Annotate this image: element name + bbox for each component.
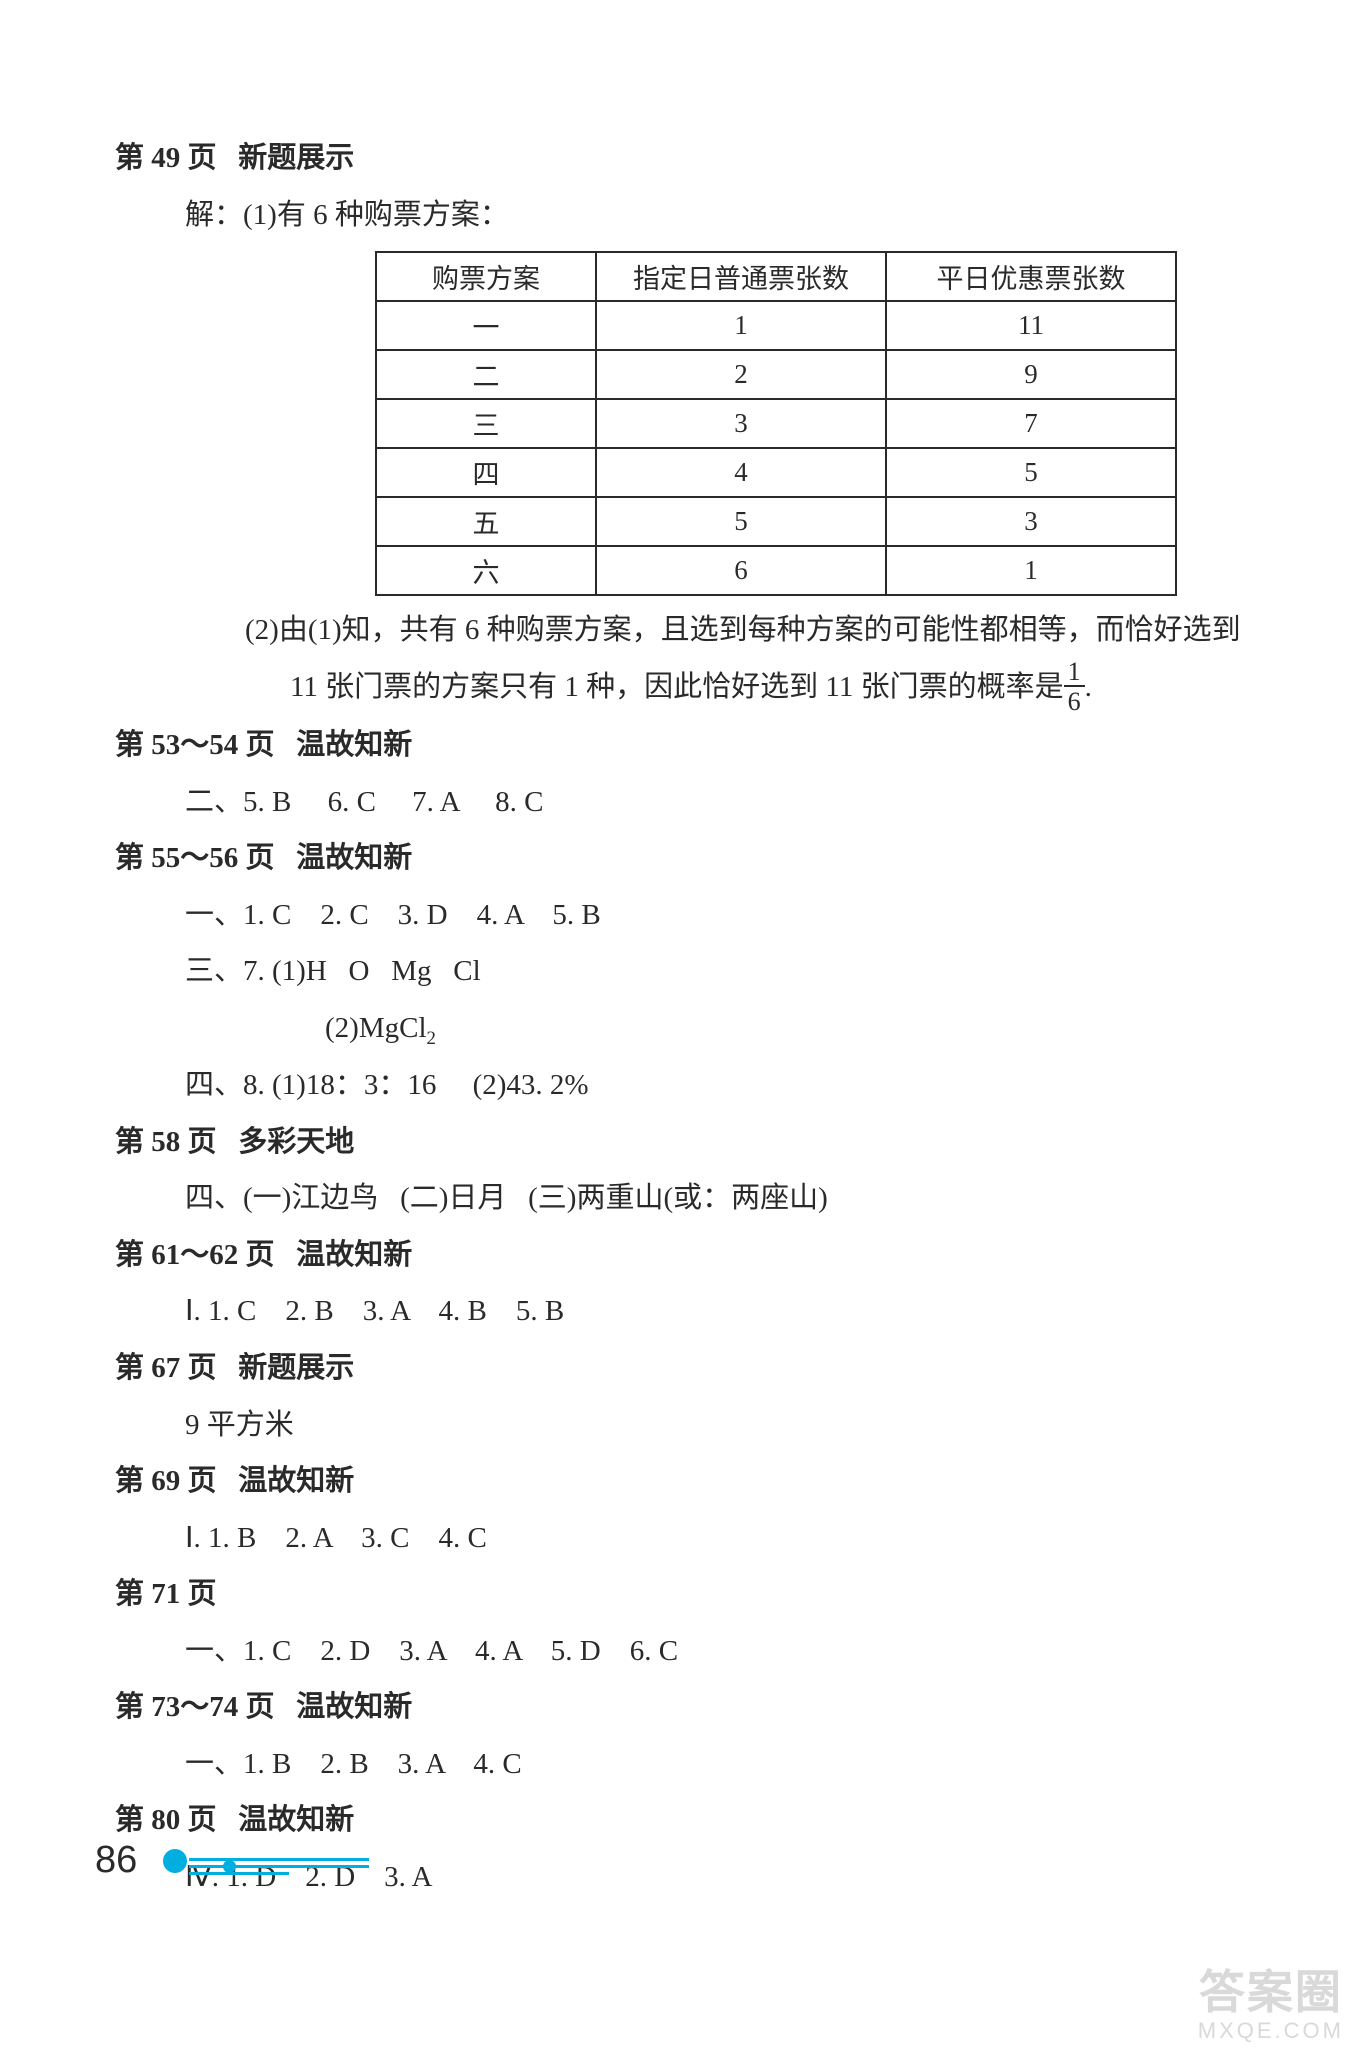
decor-bars-icon	[189, 1858, 369, 1875]
text-fragment: (2)MgCl	[325, 1012, 427, 1044]
solution-line: (2)由(1)知，共有 6 种购票方案，且选到每种方案的可能性都相等，而恰好选到	[115, 602, 1262, 659]
section-heading-53: 第 53～54 页 温故知新	[115, 717, 1262, 774]
table-header: 指定日普通票张数	[596, 252, 886, 301]
page-footer: 86	[95, 1839, 415, 1882]
table-cell: 9	[886, 350, 1176, 399]
section-heading-55: 第 55～56 页 温故知新	[115, 830, 1262, 887]
table-cell: 一	[376, 301, 596, 350]
table-cell: 二	[376, 350, 596, 399]
answer-line: 一、1. B 2. B 3. A 4. C	[115, 1736, 1262, 1793]
decor-dot-icon	[163, 1849, 187, 1873]
table-cell: 7	[886, 399, 1176, 448]
fraction: 16	[1064, 659, 1085, 715]
section-heading-69: 第 69 页 温故知新	[115, 1453, 1262, 1510]
watermark-title: 答案圈	[1198, 1956, 1344, 2022]
watermark-url: MXQE.COM	[1198, 2018, 1344, 2044]
table-cell: 11	[886, 301, 1176, 350]
answer-line: Ⅰ. 1. B 2. A 3. C 4. C	[115, 1510, 1262, 1567]
answer-line: 四、(一)江边鸟 (二)日月 (三)两重山(或：两座山)	[115, 1170, 1262, 1227]
table-row: 五53	[376, 497, 1176, 546]
table-row: 六61	[376, 546, 1176, 595]
answer-line: Ⅰ. 1. C 2. B 3. A 4. B 5. B	[115, 1283, 1262, 1340]
table-cell: 六	[376, 546, 596, 595]
table-row: 三37	[376, 399, 1176, 448]
subscript: 2	[427, 1028, 436, 1049]
watermark: 答案圈 MXQE.COM	[1198, 1956, 1344, 2044]
table-row: 一111	[376, 301, 1176, 350]
table-cell: 1	[886, 546, 1176, 595]
text-fragment: .	[1085, 671, 1092, 703]
page-content: 第 49 页 新题展示 解：(1)有 6 种购票方案： 购票方案 指定日普通票张…	[0, 0, 1362, 1905]
table-cell: 2	[596, 350, 886, 399]
answer-line: 四、8. (1)18：3：16 (2)43. 2%	[115, 1057, 1262, 1114]
section-heading-58: 第 58 页 多彩天地	[115, 1114, 1262, 1171]
answer-line: 9 平方米	[115, 1397, 1262, 1454]
answer-line: 一、1. C 2. D 3. A 4. A 5. D 6. C	[115, 1623, 1262, 1680]
section-heading-67: 第 67 页 新题展示	[115, 1340, 1262, 1397]
table-row: 二29	[376, 350, 1176, 399]
section-heading-73: 第 73～74 页 温故知新	[115, 1679, 1262, 1736]
fraction-numerator: 1	[1064, 659, 1085, 687]
table-cell: 五	[376, 497, 596, 546]
table-cell: 5	[596, 497, 886, 546]
table-cell: 3	[886, 497, 1176, 546]
answer-line: 二、5. B 6. C 7. A 8. C	[115, 774, 1262, 831]
table-cell: 四	[376, 448, 596, 497]
table-row: 四45	[376, 448, 1176, 497]
table-header-row: 购票方案 指定日普通票张数 平日优惠票张数	[376, 252, 1176, 301]
text-fragment: 11 张门票的方案只有 1 种，因此恰好选到 11 张门票的概率是	[290, 671, 1064, 703]
table-cell: 5	[886, 448, 1176, 497]
page-number: 86	[95, 1839, 137, 1882]
ticket-plan-table: 购票方案 指定日普通票张数 平日优惠票张数 一111 二29 三37 四45 五…	[375, 251, 1177, 596]
section-heading-61: 第 61～62 页 温故知新	[115, 1227, 1262, 1284]
section-heading-71: 第 71 页	[115, 1566, 1262, 1623]
answer-line: 一、1. C 2. C 3. D 4. A 5. B	[115, 887, 1262, 944]
table-header: 购票方案	[376, 252, 596, 301]
table-header: 平日优惠票张数	[886, 252, 1176, 301]
section-heading-49: 第 49 页 新题展示	[115, 130, 1262, 187]
solution-line: 解：(1)有 6 种购票方案：	[115, 187, 1262, 244]
table-cell: 三	[376, 399, 596, 448]
table-cell: 4	[596, 448, 886, 497]
table-cell: 6	[596, 546, 886, 595]
answer-line: 三、7. (1)H O Mg Cl	[115, 943, 1262, 1000]
solution-line: 11 张门票的方案只有 1 种，因此恰好选到 11 张门票的概率是16.	[115, 659, 1262, 717]
fraction-denominator: 6	[1064, 687, 1085, 715]
table-cell: 3	[596, 399, 886, 448]
answer-line: (2)MgCl2	[115, 1000, 1262, 1058]
table-cell: 1	[596, 301, 886, 350]
